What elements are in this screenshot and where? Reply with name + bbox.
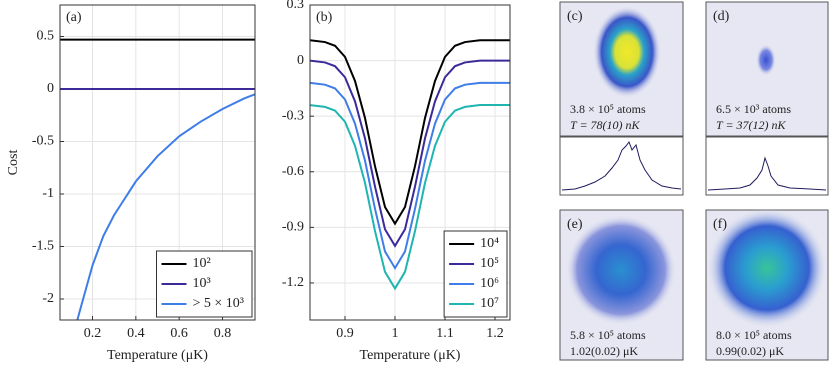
x-tick-label: 0.8 [214,326,232,341]
series-line [310,59,510,248]
image-label: (d) [713,9,730,24]
y-tick-label: -2 [42,291,54,306]
x-axis-label: Temperature (μK) [107,348,208,363]
image-f [705,208,829,361]
image-label: (f) [713,217,727,232]
image-caption: 6.5 × 10³ atoms [716,102,791,116]
plot-frame [59,4,256,321]
y-tick-label: -0.5 [32,134,54,149]
y-tick-label: -1.5 [32,239,54,254]
y-tick-label: -1.2 [282,275,304,290]
legend-label: 10⁷ [480,296,499,311]
image-caption: 8.0 × 10⁵ atoms [716,328,792,342]
image-label: (c) [567,9,583,24]
image-caption: 5.8 × 10⁵ atoms [570,328,646,342]
legend-box [443,230,508,318]
legend-label: 10³ [193,276,211,291]
x-tick-label: 1 [392,326,399,341]
image-e [559,209,684,361]
y-tick-label: 0.3 [287,0,305,12]
legend-label: 10⁴ [480,236,499,251]
x-tick-label: 0.6 [170,326,188,341]
panel-label: (a) [66,10,82,25]
y-axis-label: Cost [6,150,21,176]
legend-label: 10² [193,256,211,271]
y-tick-label: -0.6 [282,164,304,179]
x-tick-label: 0.9 [336,326,354,341]
legend-label: 10⁶ [480,276,499,291]
legend: 10² 10³ > 5 × 10³ [156,250,253,318]
y-tick-label: 0.5 [37,29,55,44]
y-tick-label: 0 [297,53,304,68]
y-tick-label: -0.9 [282,220,304,235]
image-caption: 1.02(0.02) μK [570,344,638,358]
x-tick-label: 0.2 [84,326,102,341]
image-caption: 3.8 × 10⁵ atoms [570,102,646,116]
x-axis-label: Temperature (μK) [360,348,461,363]
y-tick-label: -0.3 [282,108,304,123]
series-line [76,93,255,320]
y-tick-label: -1 [42,186,54,201]
legend: 10⁴ 10⁵ 10⁶ 10⁷ [443,230,508,318]
series-line [310,39,510,226]
series-line [310,81,510,271]
image-caption: T = 37(12) nK [716,118,787,132]
x-tick-label: 0.4 [127,326,145,341]
image-label: (e) [567,217,583,232]
x-tick-label: 1.2 [486,326,504,341]
y-tick-label: 0 [47,81,54,96]
plot-frame [309,4,511,321]
x-tick-label: 1.1 [436,326,454,341]
image-caption: 0.99(0.02) μK [716,344,784,358]
panel-label: (b) [316,10,333,25]
image-caption: T = 78(10) nK [570,118,641,132]
image-c [559,1,684,196]
legend-label: > 5 × 10³ [193,296,245,311]
legend-label: 10⁵ [480,256,499,271]
series-line [310,104,510,291]
image-d [705,1,829,196]
